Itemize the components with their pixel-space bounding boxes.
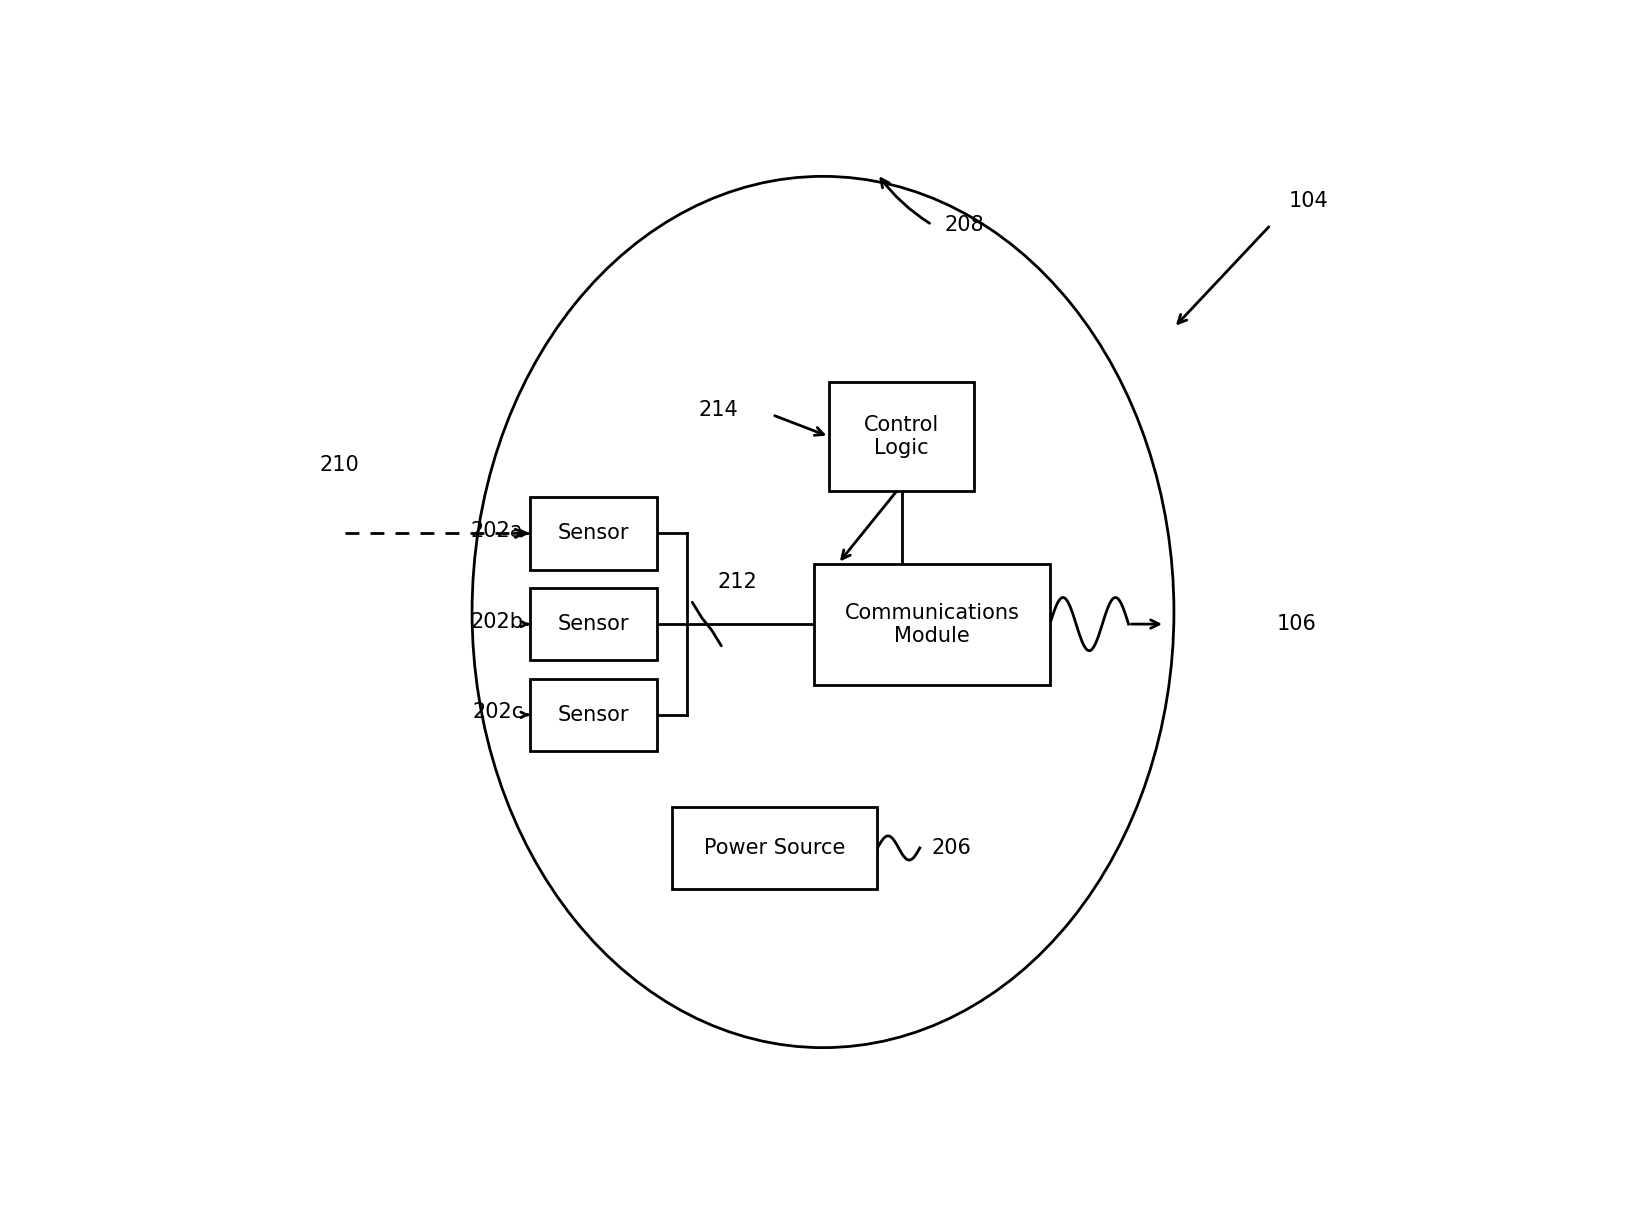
Text: 104: 104 bbox=[1289, 191, 1328, 211]
Text: Power Source: Power Source bbox=[704, 838, 846, 858]
Text: 206: 206 bbox=[932, 838, 971, 858]
Text: Communications
Module: Communications Module bbox=[844, 602, 1019, 646]
Text: 214: 214 bbox=[698, 400, 739, 420]
Bar bbox=[530, 678, 657, 752]
Bar bbox=[530, 497, 657, 569]
Text: 212: 212 bbox=[718, 572, 757, 591]
Text: 208: 208 bbox=[945, 214, 984, 235]
Text: 204: 204 bbox=[907, 463, 948, 482]
Text: 202c: 202c bbox=[472, 703, 523, 722]
Bar bbox=[530, 588, 657, 661]
Text: Control
Logic: Control Logic bbox=[864, 415, 940, 458]
Text: 202b: 202b bbox=[471, 612, 523, 632]
Text: Sensor: Sensor bbox=[558, 524, 629, 543]
Text: 210: 210 bbox=[319, 455, 359, 475]
Bar bbox=[672, 807, 877, 889]
Text: 106: 106 bbox=[1277, 614, 1317, 634]
Text: 202a: 202a bbox=[471, 521, 523, 541]
Text: Sensor: Sensor bbox=[558, 614, 629, 634]
Bar bbox=[830, 382, 974, 491]
Bar bbox=[813, 563, 1050, 684]
Text: Sensor: Sensor bbox=[558, 705, 629, 725]
